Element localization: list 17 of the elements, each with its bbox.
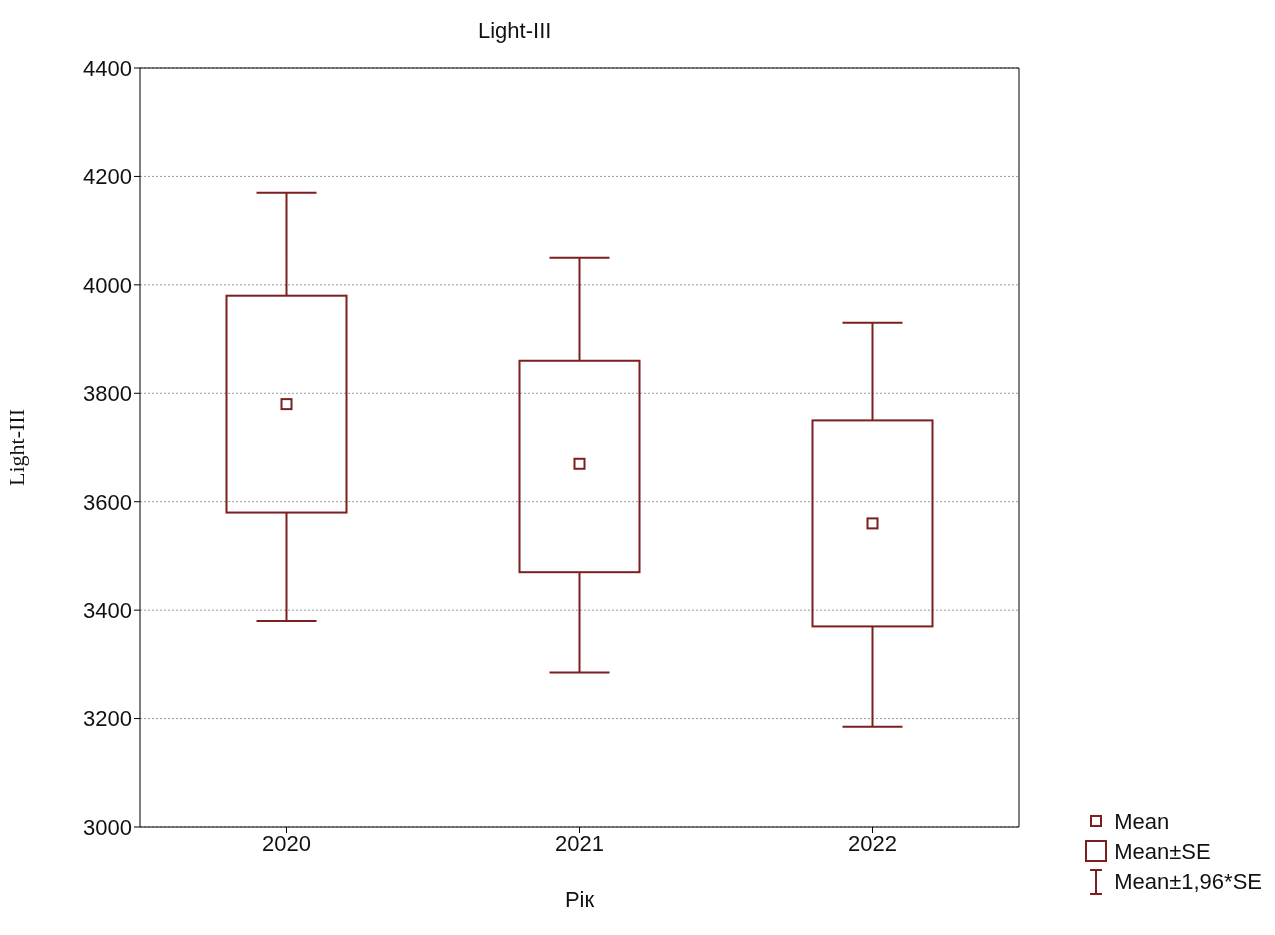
chart-title: Light-III <box>477 18 553 44</box>
x-tick-label: 2020 <box>262 830 311 856</box>
x-axis-title: Рік <box>564 887 595 912</box>
text: Mean±1,96*SE <box>1114 869 1262 895</box>
y-tick-label: 3200 <box>83 706 132 732</box>
y-tick-label: 3400 <box>83 597 132 623</box>
y-axis-title: Light-III <box>3 409 29 486</box>
y-tick-label: 4400 <box>83 55 132 81</box>
y-tick-label: 4200 <box>83 164 132 190</box>
y-tick-label: 3000 <box>83 814 132 840</box>
y-tick-label: 3800 <box>83 381 132 407</box>
x-tick-label: 2021 <box>555 830 604 856</box>
y-tick-label: 4000 <box>83 272 132 298</box>
text: Mean <box>1114 809 1170 835</box>
y-tick-label: 3600 <box>83 489 132 515</box>
x-tick-label: 2022 <box>848 830 897 856</box>
text: Mean±SE <box>1114 839 1211 865</box>
